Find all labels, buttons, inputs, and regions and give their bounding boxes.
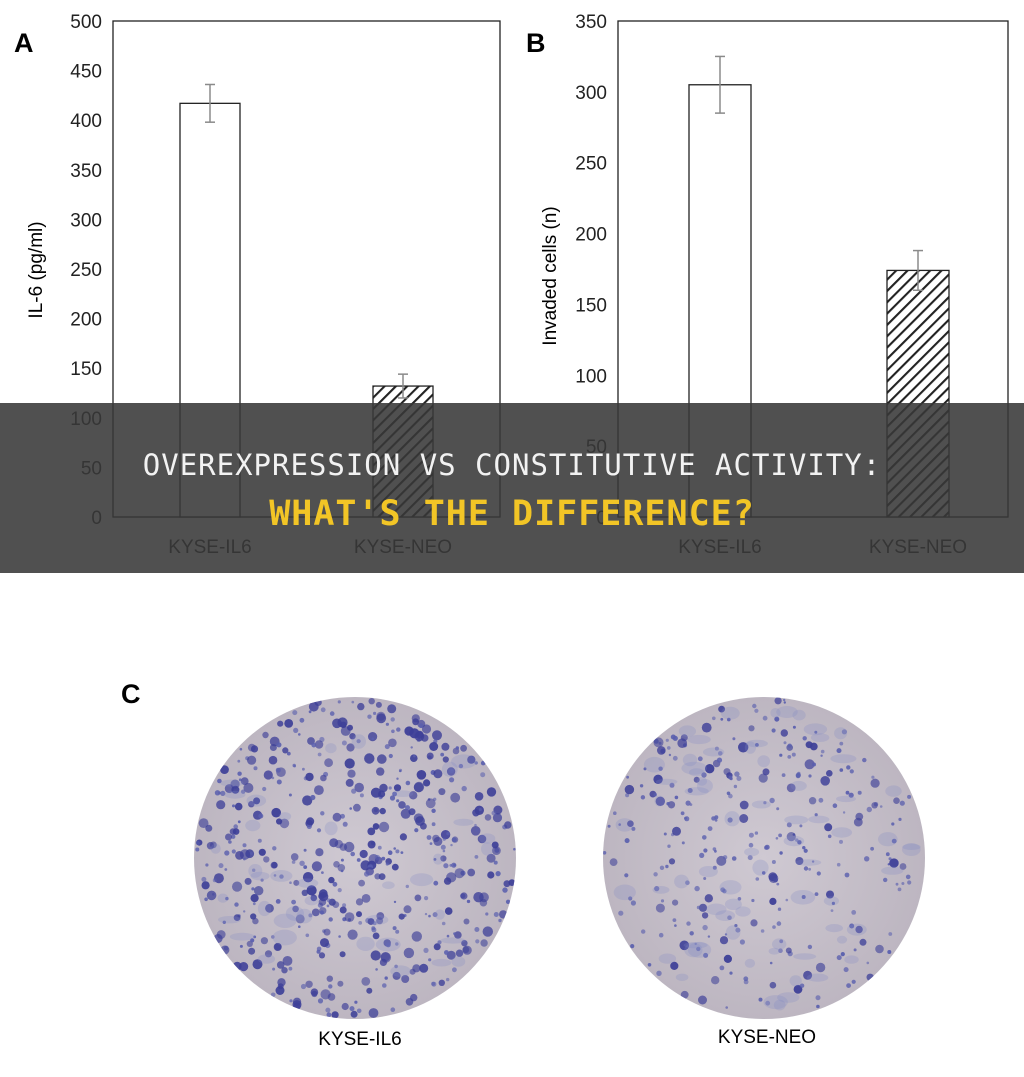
- banner-title-line-1: OVEREXPRESSION VS CONSTITUTIVE ACTIVITY:: [142, 448, 882, 482]
- y-tick-label-b-200: 200: [575, 225, 607, 246]
- y-tick-label-a-350: 350: [70, 161, 102, 182]
- error-bar-b-kyse-neo: [913, 249, 923, 292]
- y-tick-label-a-200: 200: [70, 310, 102, 331]
- micrograph-disc-neo: [603, 697, 925, 1019]
- y-tick-label-b-250: 250: [575, 154, 607, 175]
- y-tick-label-b-150: 150: [575, 295, 607, 316]
- panel-letter-b: B: [526, 28, 546, 58]
- y-tick-label-a-500: 500: [70, 12, 102, 33]
- micrograph-panel-c: C KYSE-IL6 KYSE-NEO: [121, 679, 925, 1050]
- stained-cells-neo: [603, 697, 921, 1011]
- error-bar-a-kyse-neo: [398, 373, 408, 399]
- y-axis-label-a: IL-6 (pg/ml): [26, 221, 47, 318]
- panel-letter-c: C: [121, 679, 141, 709]
- y-tick-label-a-400: 400: [70, 111, 102, 132]
- micrograph-label-il6: KYSE-IL6: [318, 1029, 401, 1050]
- y-axis-label-b: Invaded cells (n): [540, 206, 561, 345]
- title-banner: [0, 403, 1024, 573]
- error-bar-b-kyse-il6: [715, 55, 725, 114]
- y-tick-label-b-350: 350: [575, 12, 607, 33]
- y-tick-label-a-300: 300: [70, 210, 102, 231]
- banner-title-line-2: WHAT'S THE DIFFERENCE?: [269, 494, 755, 534]
- micrograph-label-neo: KYSE-NEO: [718, 1027, 816, 1048]
- y-tick-label-a-250: 250: [70, 260, 102, 281]
- stained-cells-il6: [195, 698, 516, 1019]
- panel-letter-a: A: [14, 28, 34, 58]
- y-tick-label-b-300: 300: [575, 83, 607, 104]
- y-tick-label-b-100: 100: [575, 366, 607, 387]
- y-tick-label-a-150: 150: [70, 359, 102, 380]
- y-tick-label-a-450: 450: [70, 62, 102, 83]
- error-bar-a-kyse-il6: [205, 83, 215, 123]
